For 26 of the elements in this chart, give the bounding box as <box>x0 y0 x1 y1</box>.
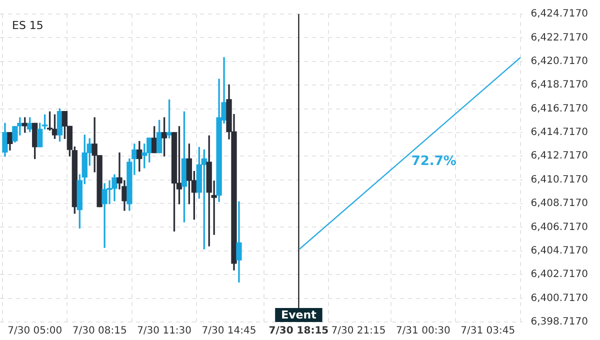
y-tick-label: 6,406.7170 <box>530 222 588 233</box>
y-tick-label: 6,414.7170 <box>530 127 588 138</box>
annotation: 72.7% <box>411 154 456 170</box>
y-tick-label: 6,410.7170 <box>530 174 588 186</box>
y-tick-label: 6,408.7170 <box>530 198 588 210</box>
y-tick-label: 6,420.7170 <box>530 56 588 67</box>
x-tick-label: 7/30 18:15 <box>268 326 329 337</box>
text: ES 15 <box>12 18 44 32</box>
x-tick-label: 7/30 14:45 <box>202 326 256 337</box>
x-tick-label: 7/30 11:30 <box>137 326 192 337</box>
y-tick-label: 6,424.7170 <box>530 8 588 20</box>
x-tick-label: 7/31 03:45 <box>460 326 516 337</box>
y-tick-label: 6,404.7170 <box>530 246 588 257</box>
x-tick-label: 7/31 00:30 <box>396 326 450 337</box>
y-tick-label: 6,418.7170 <box>530 80 588 91</box>
y-tick-label: 6,422.7170 <box>530 32 588 44</box>
ref-line-label: Event <box>281 308 316 322</box>
y-tick-label: 6,398.7170 <box>530 316 588 328</box>
y-tick-label: 6,412.7170 <box>530 150 588 162</box>
candlestick <box>236 201 242 282</box>
x-tick-label: 7/30 08:15 <box>72 326 127 337</box>
y-tick-label: 6,402.7170 <box>530 269 588 280</box>
y-tick-label: 6,416.7170 <box>530 103 588 114</box>
x-tick-label: 7/30 21:15 <box>331 326 386 337</box>
x-tick-label: 7/30 05:00 <box>8 326 62 337</box>
y-tick-label: 6,400.7170 <box>530 292 588 304</box>
